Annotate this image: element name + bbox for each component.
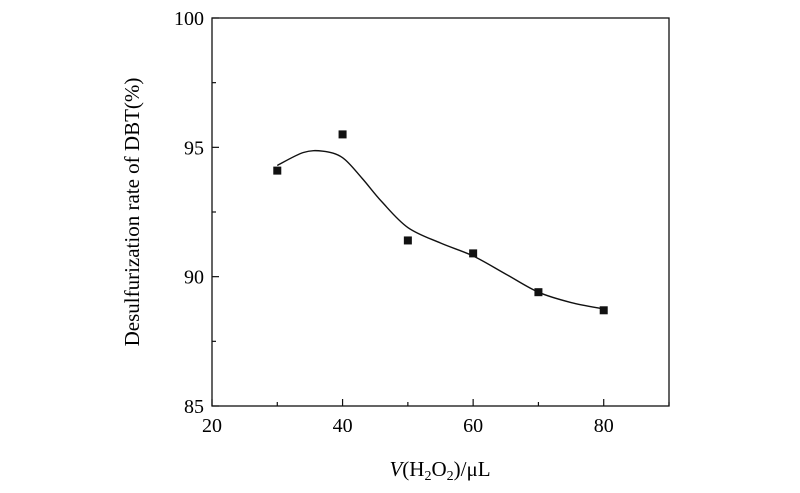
data-point bbox=[403, 236, 412, 245]
y-tick-label: 85 bbox=[184, 396, 204, 418]
data-point bbox=[338, 130, 347, 139]
data-point bbox=[534, 288, 543, 297]
y-tick-label: 90 bbox=[184, 267, 204, 289]
tick-labels: 20 40 60 80 85 90 95 100 bbox=[174, 8, 614, 437]
x-axis-title: V(H2O2)/μL bbox=[389, 457, 490, 484]
x-tick-label: 60 bbox=[463, 415, 483, 437]
y-tick-label: 95 bbox=[184, 137, 204, 159]
fit-curve bbox=[276, 149, 604, 310]
data-point bbox=[469, 249, 478, 258]
x-tick-label: 40 bbox=[333, 415, 353, 437]
plot-frame bbox=[211, 17, 670, 407]
ticks bbox=[211, 17, 670, 407]
y-tick-label: 100 bbox=[174, 8, 204, 30]
data-points bbox=[273, 130, 608, 315]
x-tick-label: 20 bbox=[202, 415, 222, 437]
x-tick-label: 80 bbox=[594, 415, 614, 437]
data-point bbox=[273, 166, 282, 175]
y-axis-title: Desulfurization rate of DBT(%) bbox=[120, 78, 144, 347]
data-point bbox=[599, 306, 608, 315]
